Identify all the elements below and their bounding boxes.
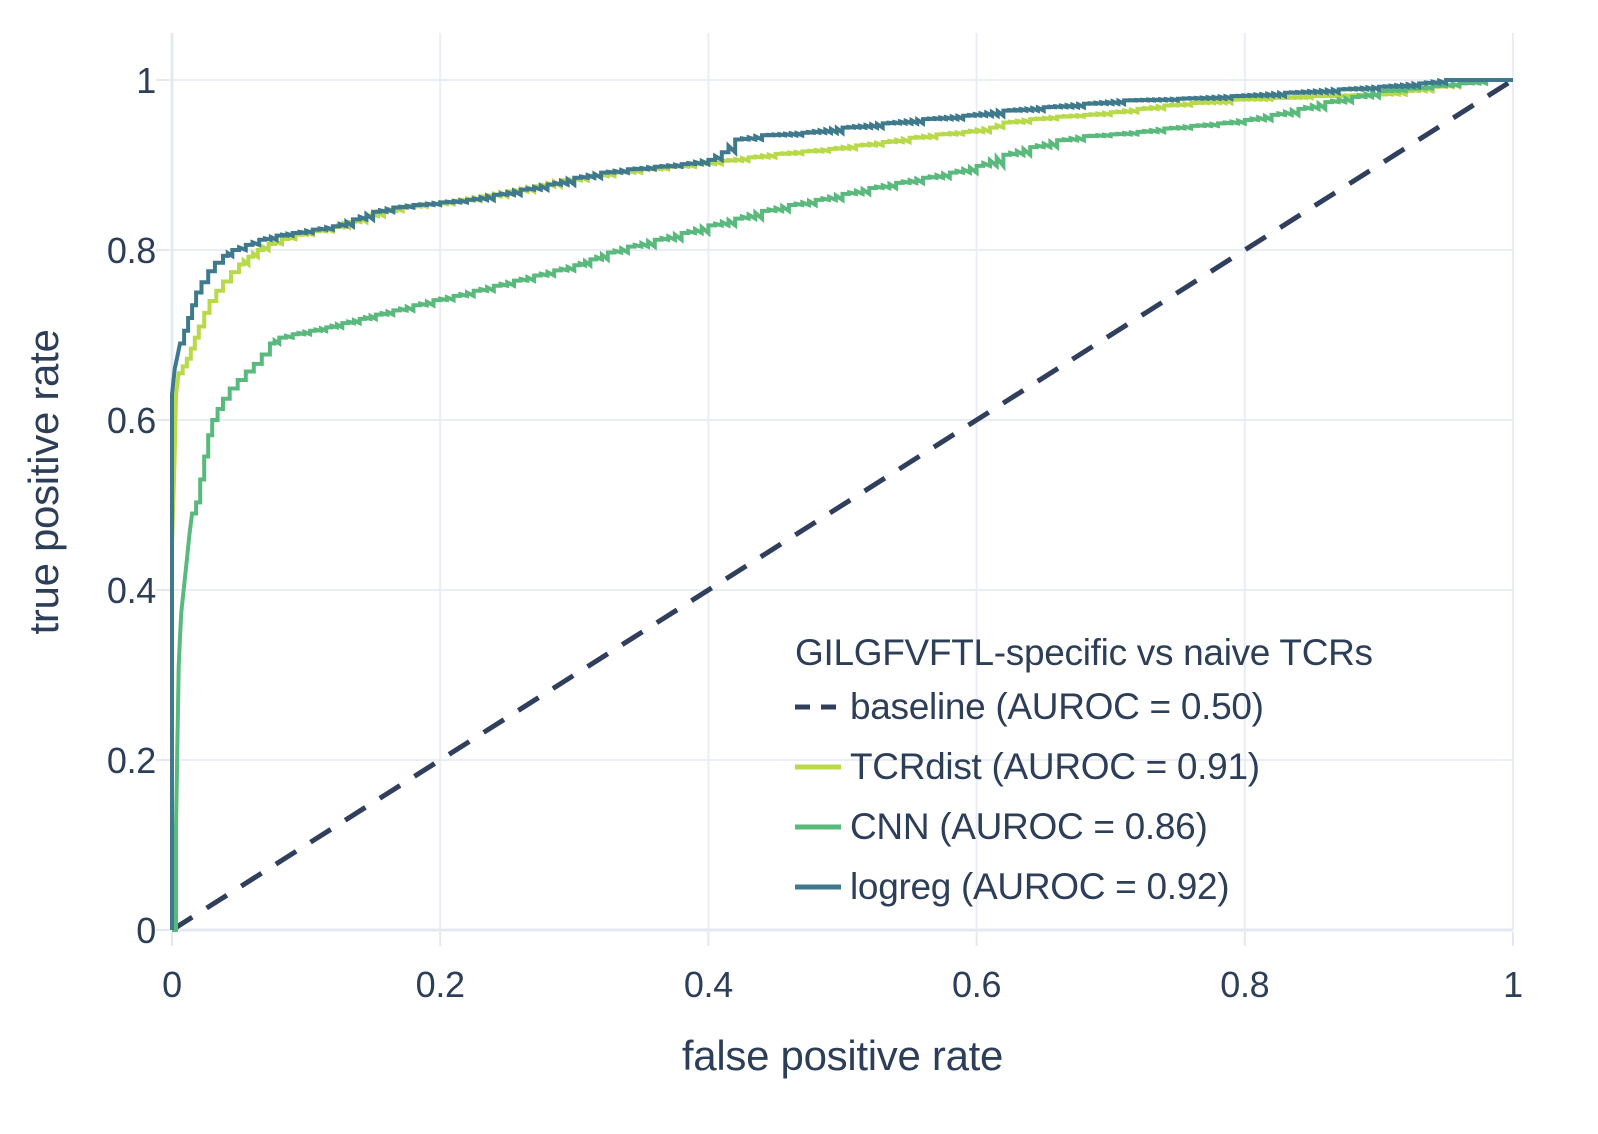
legend-items: baseline (AUROC = 0.50) TCRdist (AUROC = …: [795, 677, 1495, 917]
series-line-logreg: [170, 77, 1513, 930]
legend-swatch-TCRdist: [795, 764, 841, 770]
legend-swatch-logreg: [795, 884, 841, 890]
legend-label-TCRdist: TCRdist (AUROC = 0.91): [850, 746, 1260, 787]
legend-item-baseline[interactable]: baseline (AUROC = 0.50): [795, 677, 1495, 737]
x-tick-label: 0.4: [684, 964, 733, 1005]
legend-item-TCRdist[interactable]: TCRdist (AUROC = 0.91): [795, 737, 1495, 797]
legend-item-logreg[interactable]: logreg (AUROC = 0.92): [795, 857, 1495, 917]
y-tick-labels: 0 0.2 0.4 0.6 0.8 1: [107, 60, 156, 951]
legend-title: GILGFVFTL-specific vs naive TCRs: [795, 631, 1373, 673]
x-tick-label: 1: [1503, 964, 1523, 1005]
y-tick-label: 0.6: [107, 400, 156, 441]
legend-label-logreg: logreg (AUROC = 0.92): [850, 866, 1230, 907]
legend-swatch-baseline: [795, 704, 841, 710]
x-axis-title: false positive rate: [681, 1032, 1004, 1079]
y-tick-label: 0: [136, 910, 156, 951]
x-tick-label: 0: [162, 964, 182, 1005]
x-tick-labels: 0 0.2 0.4 0.6 0.8 1: [162, 964, 1523, 1005]
x-tick-label: 0.8: [1220, 964, 1269, 1005]
series-line-baseline: [170, 77, 1515, 933]
tick-marks: [156, 79, 1514, 946]
legend-item-CNN[interactable]: CNN (AUROC = 0.86): [795, 797, 1495, 857]
legend-label-baseline: baseline (AUROC = 0.50): [850, 686, 1264, 727]
y-tick-label: 0.2: [107, 740, 156, 781]
y-tick-label: 0.4: [107, 570, 156, 611]
legend: GILGFVFTL-specific vs naive TCRs baselin…: [795, 628, 1495, 917]
legend-swatch-CNN: [795, 824, 841, 830]
x-tick-label: 0.2: [416, 964, 465, 1005]
y-tick-label: 0.8: [107, 230, 156, 271]
series-line-CNN: [172, 77, 1513, 932]
x-tick-label: 0.6: [952, 964, 1001, 1005]
roc-curves: [170, 77, 1515, 933]
y-axis-title: true positive rate: [20, 329, 67, 635]
y-tick-label: 1: [136, 60, 156, 101]
legend-label-CNN: CNN (AUROC = 0.86): [850, 806, 1208, 847]
